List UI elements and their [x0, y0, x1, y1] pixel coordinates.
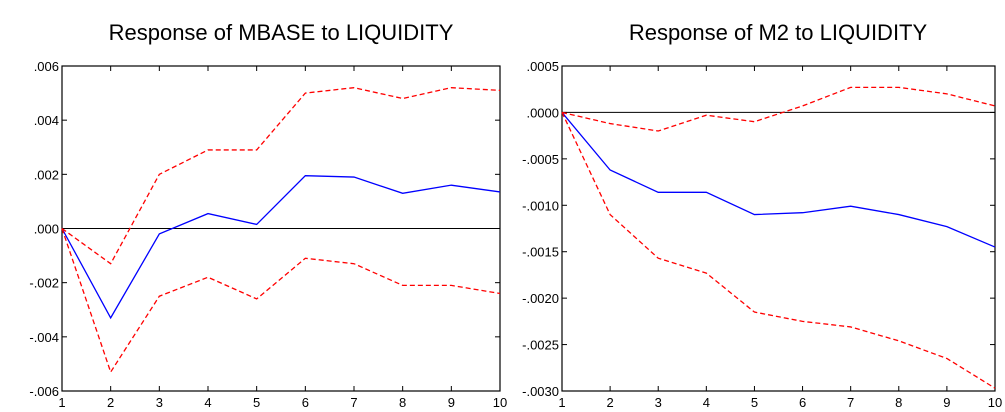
x-tick-label: 9 [448, 395, 455, 410]
y-tick-label: .0005 [526, 59, 559, 74]
chart-panel-mbase: Response of MBASE to LIQUIDITY .006 .004 .0… [29, 20, 507, 410]
x-tick-label: 4 [204, 395, 211, 410]
y-tick-label: .0000 [526, 105, 559, 120]
y-tick-label: -.0015 [522, 245, 559, 260]
x-tick-label: 7 [350, 395, 357, 410]
upper_band-line-mbase [61, 87, 501, 265]
x-tick-label: 1 [558, 395, 565, 410]
x-tick-label: 5 [253, 395, 260, 410]
x-tick-label: 8 [895, 395, 902, 410]
response-line-mbase [61, 175, 501, 320]
y-tick-label: -.0010 [522, 198, 559, 213]
x-tick-label: 6 [302, 395, 309, 410]
x-tick-label: 10 [988, 395, 1002, 410]
x-tick-label: 3 [655, 395, 662, 410]
plot-frame-m2 [561, 65, 996, 392]
y-tick-label: .004 [34, 113, 59, 128]
x-tick-label: 1 [58, 395, 65, 410]
y-tick-label: -.0030 [522, 384, 559, 399]
x-tick-label: 6 [799, 395, 806, 410]
x-tick-label: 7 [847, 395, 854, 410]
y-tick-label: .000 [34, 222, 59, 237]
y-tick-label: .002 [34, 167, 59, 182]
lower_band-line-mbase [61, 228, 501, 374]
y-tick-label: -.0005 [522, 152, 559, 167]
x-tick-label: 9 [943, 395, 950, 410]
response-line-m2 [561, 112, 996, 248]
y-tick-label: -.004 [29, 330, 59, 345]
chart-panel-m2: Response of M2 to LIQUIDITY .0005 .0000 -.0… [522, 20, 1002, 410]
x-tick-label: 2 [606, 395, 613, 410]
x-tick-label: 2 [107, 395, 114, 410]
y-tick-label: -.0025 [522, 338, 559, 353]
x-tick-label: 8 [399, 395, 406, 410]
chart-title-m2: Response of M2 to LIQUIDITY [629, 20, 928, 45]
chart-title-mbase: Response of MBASE to LIQUIDITY [109, 20, 454, 45]
y-tick-label: -.002 [29, 276, 59, 291]
lower_band-line-m2 [561, 112, 996, 389]
upper_band-line-m2 [561, 86, 996, 132]
y-tick-label: -.0020 [522, 291, 559, 306]
x-tick-label: 10 [493, 395, 507, 410]
y-tick-label: -.006 [29, 384, 59, 399]
x-tick-label: 4 [703, 395, 710, 410]
x-tick-label: 3 [156, 395, 163, 410]
y-tick-label: .006 [34, 59, 59, 74]
x-tick-label: 5 [751, 395, 758, 410]
